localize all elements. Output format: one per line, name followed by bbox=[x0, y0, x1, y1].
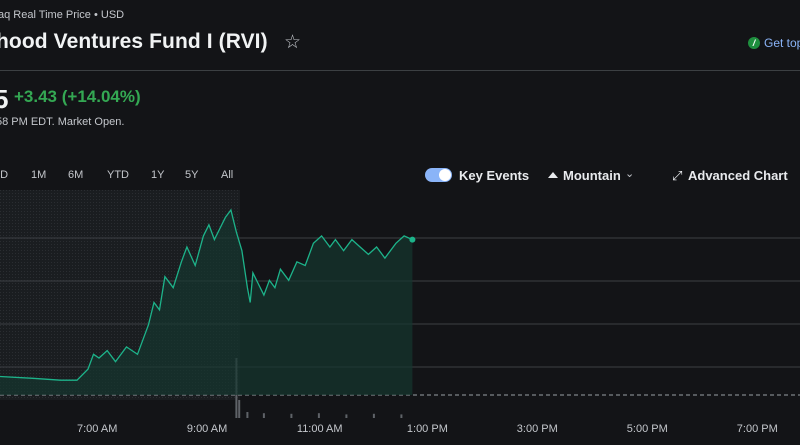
x-tick-label: 5:00 PM bbox=[626, 423, 668, 435]
price-line bbox=[0, 208, 413, 381]
key-events-toggle[interactable] bbox=[425, 168, 452, 182]
x-tick-label: 3:00 PM bbox=[516, 423, 558, 435]
range-tab-6m[interactable]: 6M bbox=[68, 169, 84, 181]
volume-bar bbox=[246, 412, 249, 418]
price-change: +3.43 (+14.04%) bbox=[14, 87, 141, 106]
get-top-label: Get top bbox=[764, 36, 800, 50]
expand-icon: ⤢ bbox=[672, 168, 683, 183]
advanced-chart-button[interactable]: Advanced Chart bbox=[688, 168, 788, 183]
volume-bar bbox=[345, 414, 348, 418]
volume-bar bbox=[400, 414, 403, 418]
key-events-label: Key Events bbox=[459, 168, 530, 183]
mountain-icon bbox=[548, 172, 558, 178]
last-price-dot bbox=[409, 236, 416, 243]
range-tab-5y[interactable]: 5Y bbox=[185, 169, 199, 181]
x-tick-label: 11:00 AM bbox=[296, 423, 343, 435]
volume-bar bbox=[238, 400, 241, 418]
range-tab-all[interactable]: All bbox=[221, 169, 234, 181]
star-icon[interactable]: ☆ bbox=[284, 32, 302, 53]
x-tick-label: 9:00 AM bbox=[186, 423, 228, 435]
quote-timestamp: 58 PM EDT. Market Open. bbox=[0, 116, 125, 128]
x-tick-label: 7:00 AM bbox=[77, 423, 118, 435]
chart-type-dropdown[interactable]: Mountain bbox=[563, 168, 621, 183]
source-line: aq Real Time Price • USD bbox=[0, 9, 125, 21]
range-tab-5d[interactable]: 5D bbox=[0, 169, 9, 181]
get-top-button[interactable]: / Get top bbox=[748, 36, 800, 50]
x-tick-label: 1:00 PM bbox=[406, 423, 448, 435]
volume-bar bbox=[262, 413, 265, 418]
volume-bar bbox=[317, 413, 320, 418]
volume-bar bbox=[372, 413, 375, 418]
range-tab-ytd[interactable]: YTD bbox=[107, 169, 129, 181]
chevron-down-icon[interactable]: ⌄ bbox=[625, 168, 635, 180]
header-divider bbox=[0, 70, 800, 71]
price-chart[interactable] bbox=[0, 190, 800, 420]
get-top-icon: / bbox=[748, 37, 760, 49]
range-tab-1m[interactable]: 1M bbox=[31, 169, 47, 181]
page-title: hood Ventures Fund I (RVI) bbox=[0, 30, 268, 53]
volume-bar bbox=[290, 413, 293, 418]
current-price: 5 bbox=[0, 84, 9, 114]
x-tick-label: 7:00 PM bbox=[736, 423, 778, 435]
range-tab-1y[interactable]: 1Y bbox=[151, 169, 165, 181]
